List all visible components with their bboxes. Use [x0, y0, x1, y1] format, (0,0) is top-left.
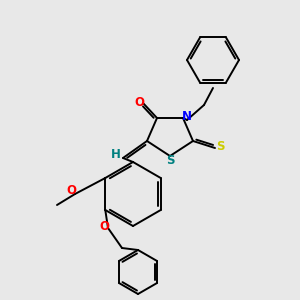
Text: H: H	[111, 148, 121, 161]
Text: O: O	[134, 95, 144, 109]
Text: O: O	[66, 184, 76, 197]
Text: N: N	[182, 110, 192, 124]
Text: O: O	[99, 220, 109, 232]
Text: S: S	[166, 154, 174, 167]
Text: S: S	[216, 140, 224, 154]
